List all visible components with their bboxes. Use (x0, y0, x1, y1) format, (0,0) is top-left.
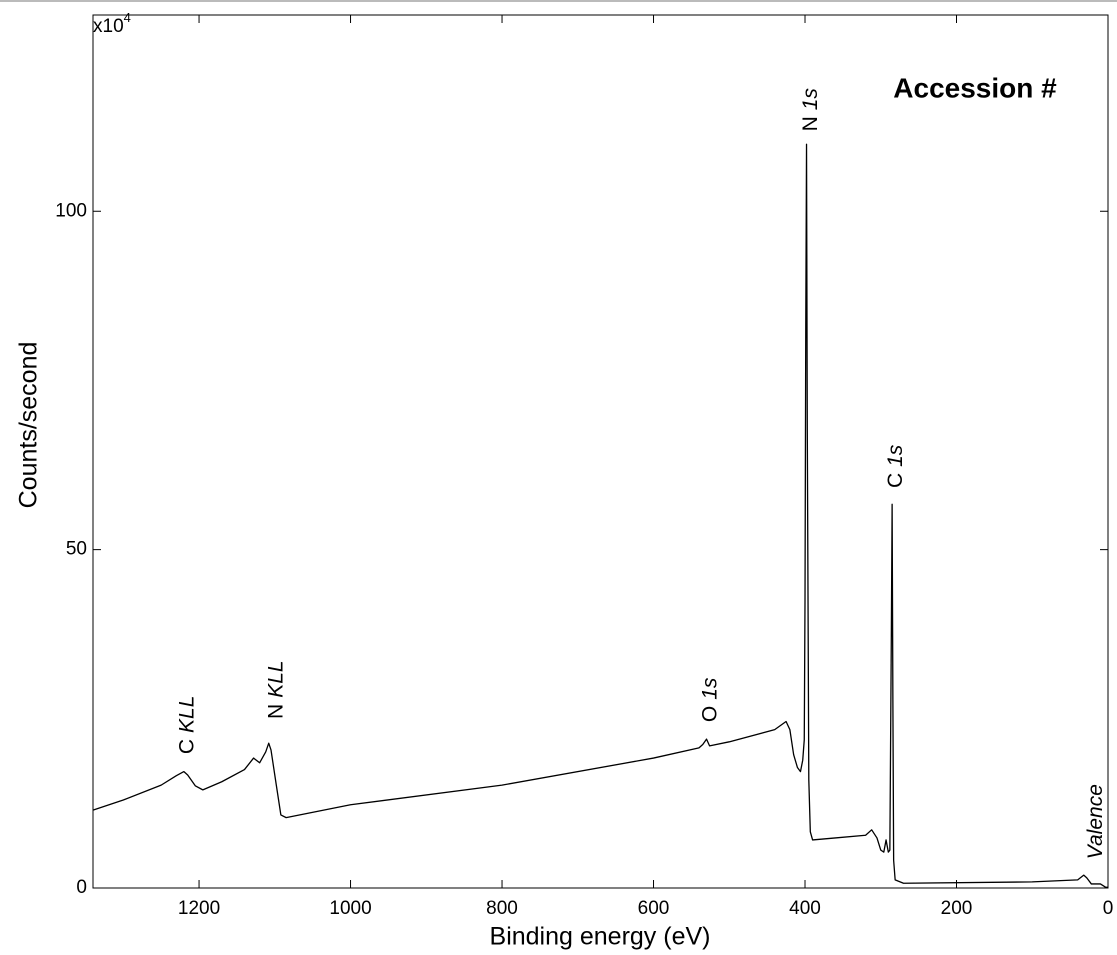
peak-annotation: C 1s (883, 444, 906, 488)
annotation-element: C (175, 739, 198, 754)
peak-annotation: O 1s (698, 677, 721, 722)
y-multiplier-exponent: 4 (124, 10, 131, 25)
y-multiplier-base: x10 (93, 16, 124, 37)
annotation-element: O (698, 706, 721, 722)
annotation-level: 1s (883, 444, 906, 467)
spectrum-line (92, 143, 1108, 888)
y-multiplier: x104 (93, 10, 131, 37)
annotation-level: KLL (264, 660, 287, 697)
x-tick-label: 1000 (329, 898, 371, 919)
x-tick-label: 600 (638, 898, 670, 919)
y-tick-label: 0 (76, 877, 87, 898)
peak-annotation: Valence (1083, 784, 1106, 859)
x-tick-label: 200 (941, 898, 973, 919)
x-tick-label: 800 (486, 898, 518, 919)
annotation-element: C (883, 473, 906, 488)
x-tick-label: 0 (1103, 898, 1114, 919)
y-tick-label: 100 (55, 200, 87, 221)
annotation-level: Valence (1083, 784, 1106, 859)
annotation-element: N (799, 116, 822, 131)
peak-annotation: C KLL (175, 696, 198, 755)
y-axis-title: Counts/second (15, 342, 43, 509)
x-axis-title: Binding energy (eV) (490, 923, 711, 951)
y-tick-label: 50 (66, 539, 87, 560)
chart-title: Accession # (893, 72, 1057, 103)
annotation-element: N (264, 704, 287, 719)
peak-annotation: N 1s (799, 88, 822, 132)
x-tick-label: 1200 (178, 898, 220, 919)
x-tick-label: 400 (789, 898, 821, 919)
annotation-level: 1s (799, 88, 822, 111)
annotation-level: KLL (175, 696, 198, 733)
annotation-level: 1s (698, 677, 721, 700)
plot-frame (92, 14, 1109, 889)
peak-annotation: N KLL (264, 660, 287, 719)
